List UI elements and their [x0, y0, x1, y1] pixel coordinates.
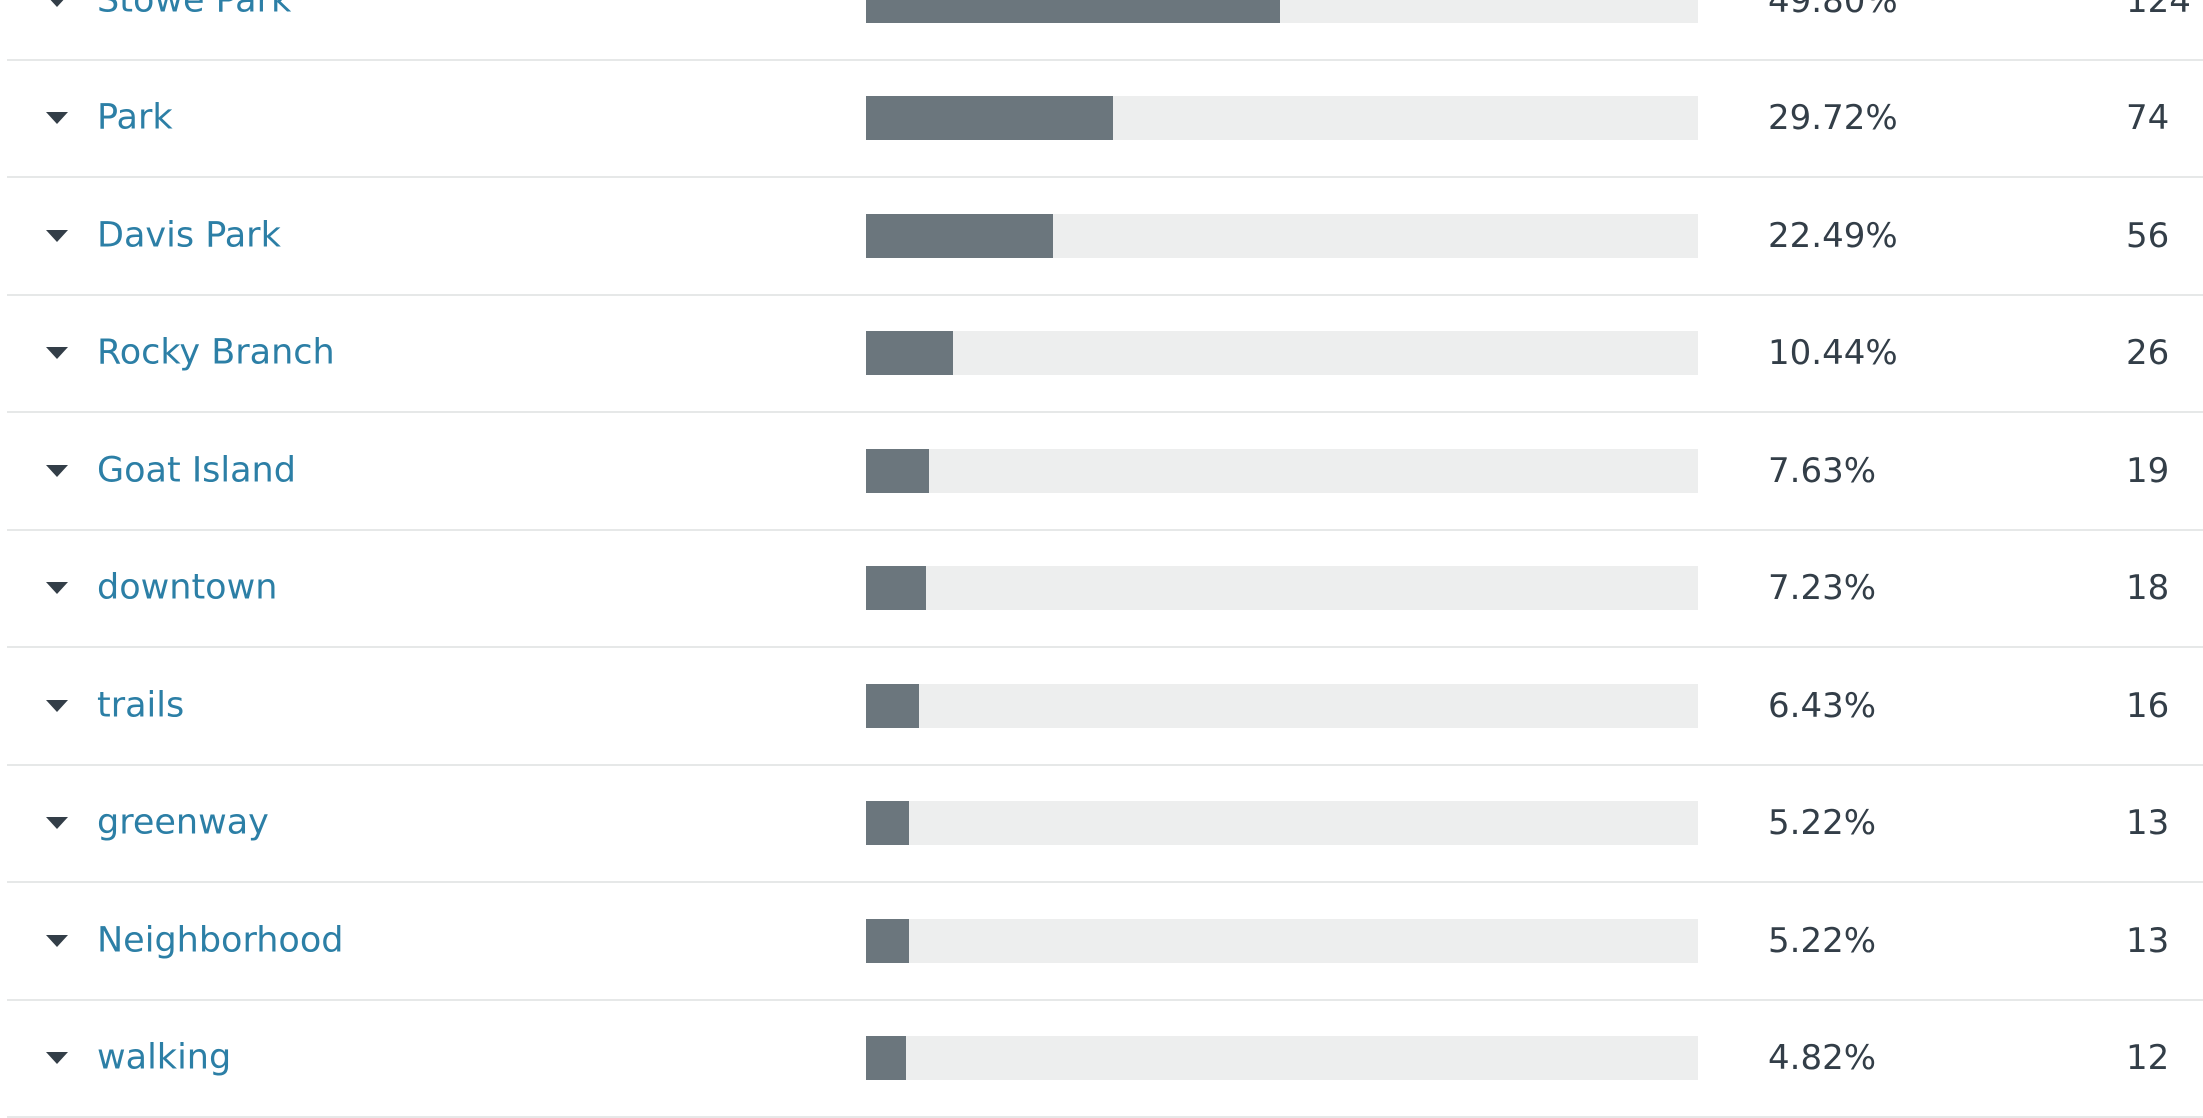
- response-row: Rocky Branch 10.44% 26: [7, 296, 2203, 414]
- percentage-bar-fill: [866, 801, 909, 845]
- response-count: 13: [2126, 924, 2169, 958]
- response-label[interactable]: downtown: [97, 571, 277, 606]
- percentage-value: 4.82%: [1768, 1041, 1876, 1075]
- percentage-bar-fill: [866, 919, 909, 963]
- response-row: trails 6.43% 16: [7, 648, 2203, 766]
- response-count: 19: [2126, 454, 2169, 488]
- response-row: Neighborhood 5.22% 13: [7, 883, 2203, 1001]
- caret-down-icon[interactable]: [37, 686, 77, 726]
- percentage-bar: [866, 1036, 1698, 1080]
- response-label[interactable]: Neighborhood: [97, 923, 343, 958]
- percentage-value: 7.23%: [1768, 571, 1876, 605]
- response-count: 16: [2126, 689, 2169, 723]
- percentage-bar: [866, 214, 1698, 258]
- response-row: Stowe Park 49.80% 124: [7, 0, 2203, 61]
- response-count: 74: [2126, 101, 2169, 135]
- response-label[interactable]: greenway: [97, 806, 269, 841]
- response-count: 26: [2126, 336, 2169, 370]
- response-row: Goat Island 7.63% 19: [7, 413, 2203, 531]
- response-count: 13: [2126, 806, 2169, 840]
- percentage-bar-fill: [866, 684, 919, 728]
- percentage-bar: [866, 801, 1698, 845]
- percentage-bar-fill: [866, 96, 1113, 140]
- response-label[interactable]: Davis Park: [97, 218, 281, 253]
- percentage-value: 22.49%: [1768, 219, 1898, 253]
- response-label[interactable]: Stowe Park: [97, 0, 291, 18]
- response-row: Park 29.72% 74: [7, 61, 2203, 179]
- percentage-bar-fill: [866, 214, 1053, 258]
- caret-down-icon[interactable]: [37, 216, 77, 256]
- percentage-value: 5.22%: [1768, 806, 1876, 840]
- response-label[interactable]: Goat Island: [97, 453, 296, 488]
- percentage-bar: [866, 919, 1698, 963]
- percentage-bar-fill: [866, 1036, 906, 1080]
- percentage-bar-fill: [866, 449, 929, 493]
- response-label[interactable]: Rocky Branch: [97, 336, 335, 371]
- caret-down-icon[interactable]: [37, 568, 77, 608]
- response-count: 124: [2126, 0, 2191, 18]
- percentage-bar: [866, 566, 1698, 610]
- caret-down-icon[interactable]: [37, 333, 77, 373]
- response-row: greenway 5.22% 13: [7, 766, 2203, 884]
- percentage-value: 49.80%: [1768, 0, 1898, 18]
- percentage-bar: [866, 0, 1698, 23]
- caret-down-icon[interactable]: [37, 921, 77, 961]
- caret-down-icon[interactable]: [37, 803, 77, 843]
- percentage-bar-fill: [866, 566, 926, 610]
- caret-down-icon[interactable]: [37, 0, 77, 21]
- percentage-value: 10.44%: [1768, 336, 1898, 370]
- response-count: 18: [2126, 571, 2169, 605]
- response-count: 12: [2126, 1041, 2169, 1075]
- response-label[interactable]: Park: [97, 101, 173, 136]
- percentage-value: 6.43%: [1768, 689, 1876, 723]
- response-row: walking 4.82% 12: [7, 1001, 2203, 1118]
- caret-down-icon[interactable]: [37, 98, 77, 138]
- response-label[interactable]: walking: [97, 1041, 231, 1076]
- percentage-value: 29.72%: [1768, 101, 1898, 135]
- percentage-bar: [866, 449, 1698, 493]
- response-row: downtown 7.23% 18: [7, 531, 2203, 649]
- percentage-bar: [866, 684, 1698, 728]
- percentage-bar-fill: [866, 331, 953, 375]
- percentage-value: 5.22%: [1768, 924, 1876, 958]
- response-count: 56: [2126, 219, 2169, 253]
- percentage-value: 7.63%: [1768, 454, 1876, 488]
- caret-down-icon[interactable]: [37, 451, 77, 491]
- caret-down-icon[interactable]: [37, 1038, 77, 1078]
- percentage-bar: [866, 96, 1698, 140]
- percentage-bar-fill: [866, 0, 1280, 23]
- response-label[interactable]: trails: [97, 688, 184, 723]
- response-row: Davis Park 22.49% 56: [7, 178, 2203, 296]
- percentage-bar: [866, 331, 1698, 375]
